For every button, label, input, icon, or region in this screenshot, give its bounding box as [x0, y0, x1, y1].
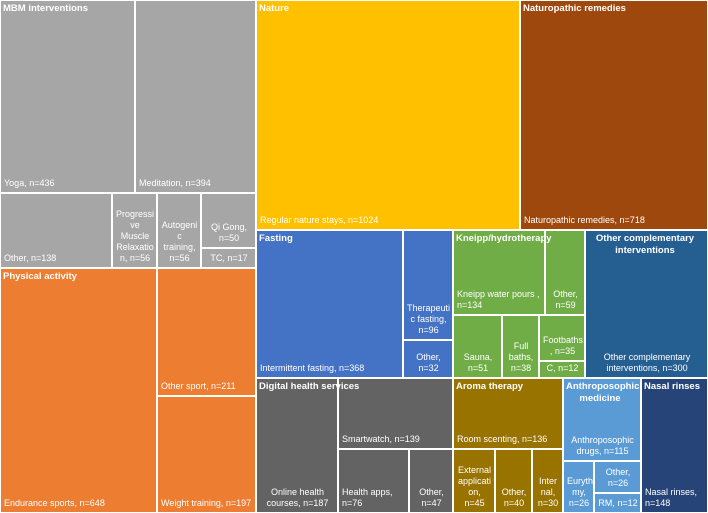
tile-label: Endurance sports, n=648 — [4, 498, 105, 508]
tile-label: Other, n=47 — [419, 487, 444, 508]
tile-label: Weight training, n=197 — [161, 498, 252, 508]
tile-label: Anthroposophic drugs, n=115 — [571, 435, 634, 456]
tile-label: Smartwatch, n=139 — [342, 434, 420, 444]
treemap-tile-anthro-other: Other, n=26 — [594, 461, 641, 493]
treemap-tile-other-comp: Other complementary interventions, n=300 — [585, 230, 708, 378]
tile-label: RM, n=12 — [598, 498, 638, 508]
treemap-tile-anthro-drugs: Anthroposophic drugs, n=115 — [563, 378, 641, 461]
treemap-tile-mbm-yoga: Yoga, n=436 — [0, 0, 135, 193]
treemap-tile-mbm-other: Other, n=138 — [0, 193, 112, 268]
tile-label: Other, n=32 — [416, 352, 441, 373]
category-header-digital: Digital health services — [259, 381, 360, 392]
tile-label: Qi Gong, n=50 — [210, 222, 248, 243]
treemap-tile-fasting-other: Other, n=32 — [403, 340, 453, 378]
category-header-kneipp: Kneipp/hydrotherapy — [456, 233, 552, 244]
tile-label: Other complementary interventions, n=300 — [603, 352, 691, 373]
tile-label: Other, n=26 — [605, 467, 631, 488]
treemap-tile-kneipp-sauna: Sauna, n=51 — [453, 315, 502, 378]
category-header-othercomp: Other complementary interventions — [595, 233, 695, 256]
treemap-tile-digital-smartwatch: Smartwatch, n=139 — [338, 378, 453, 449]
tile-label: Yoga, n=436 — [4, 178, 55, 188]
tile-label: Regular nature stays, n=1024 — [260, 215, 379, 225]
treemap-tile-fasting-intermittent: Intermittent fasting, n=368 — [256, 230, 403, 378]
treemap-tile-aroma-other: Other, n=40 — [495, 449, 532, 513]
tile-label: Online health courses, n=187 — [266, 487, 329, 508]
tile-label: Other, n=59 — [553, 289, 578, 310]
tile-label: Naturopathic remedies, n=718 — [524, 215, 645, 225]
treemap-tile-mbm-qigong: Qi Gong, n=50 — [201, 193, 256, 248]
tile-label: Euryth my, n=26 — [567, 476, 594, 508]
treemap-tile-kneipp-footbaths: Footbaths , n=35 — [539, 315, 585, 361]
category-header-nasal: Nasal rinses — [644, 381, 700, 392]
treemap-tile-nasal-rinses: Nasal rinses, n=148 — [641, 378, 708, 513]
treemap-tile-naturo-remedies: Naturopathic remedies, n=718 — [520, 0, 708, 230]
tile-label: Kneipp water pours , n=134 — [457, 289, 540, 310]
tile-label: Inter nal, n=30 — [537, 476, 559, 508]
treemap-tile-mbm-pmr: Progressi ve Muscle Relaxatio n, n=56 — [112, 193, 157, 268]
category-header-physical: Physical activity — [3, 271, 77, 282]
tile-label: Health apps, n=76 — [342, 487, 393, 508]
treemap-tile-aroma-external: External applicati on, n=45 — [453, 449, 495, 513]
treemap-tile-aroma-room: Room scenting, n=136 — [453, 378, 563, 449]
category-header-naturo: Naturopathic remedies — [523, 3, 626, 14]
tile-label: C, n=12 — [546, 363, 579, 373]
tile-label: Other, n=40 — [501, 487, 527, 508]
tile-label: Nasal rinses, n=148 — [645, 487, 698, 508]
tile-label: Room scenting, n=136 — [457, 434, 548, 444]
treemap-tile-nature-regular: Regular nature stays, n=1024 — [256, 0, 520, 230]
treemap-tile-physical-endurance: Endurance sports, n=648 — [0, 268, 157, 513]
category-header-nature: Nature — [259, 3, 290, 14]
tile-label: Footbaths , n=35 — [543, 335, 584, 356]
treemap-tile-kneipp-c: C, n=12 — [539, 361, 585, 378]
tile-label: Other, n=138 — [4, 253, 57, 263]
treemap-tile-physical-weight: Weight training, n=197 — [157, 396, 256, 513]
tile-label: Autogeni c training, n=56 — [161, 220, 198, 263]
category-header-anthro: Anthroposophic medicine — [566, 381, 640, 404]
treemap-tile-anthro-rm: RM, n=12 — [594, 493, 641, 513]
treemap-tile-mbm-meditation: Meditation, n=394 — [135, 0, 256, 193]
category-header-aroma: Aroma therapy — [456, 381, 524, 392]
treemap-tile-aroma-internal: Inter nal, n=30 — [532, 449, 563, 513]
tile-label: Full baths, n=38 — [508, 341, 534, 373]
tile-label: Sauna, n=51 — [463, 352, 493, 373]
treemap-tile-mbm-autogenic: Autogeni c training, n=56 — [157, 193, 201, 268]
treemap-tile-physical-other: Other sport, n=211 — [157, 268, 256, 396]
treemap-tile-digital-other: Other, n=47 — [409, 449, 453, 513]
treemap-tile-anthro-eurythmy: Euryth my, n=26 — [563, 461, 594, 513]
tile-label: Other sport, n=211 — [161, 381, 236, 391]
treemap-tile-kneipp-fullbaths: Full baths, n=38 — [502, 315, 539, 378]
treemap-tile-kneipp-pours: Kneipp water pours , n=134 — [453, 230, 545, 315]
tile-label: External applicati on, n=45 — [457, 465, 492, 508]
tile-label: Intermittent fasting, n=368 — [260, 363, 365, 373]
tile-label: Meditation, n=394 — [139, 178, 211, 188]
category-header-fasting: Fasting — [259, 233, 293, 244]
tile-label: Therapeuti c fasting, n=96 — [407, 303, 451, 335]
treemap-tile-mbm-tc: TC, n=17 — [201, 248, 256, 268]
treemap-tile-fasting-therapeutic: Therapeuti c fasting, n=96 — [403, 230, 453, 340]
tile-label: TC, n=17 — [210, 253, 248, 263]
treemap-tile-digital-online: Online health courses, n=187 — [256, 378, 338, 513]
tile-label: Progressi ve Muscle Relaxatio n, n=56 — [116, 209, 155, 263]
treemap-tile-kneipp-other: Other, n=59 — [545, 230, 585, 315]
treemap-tile-digital-apps: Health apps, n=76 — [338, 449, 409, 513]
category-header-mbm: MBM interventions — [3, 3, 88, 14]
